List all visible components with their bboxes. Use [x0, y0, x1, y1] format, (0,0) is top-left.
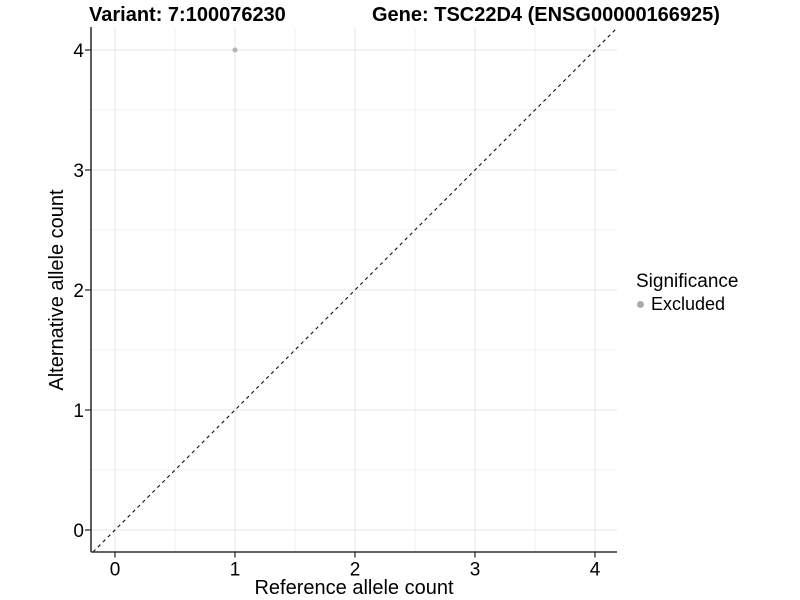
data-point [232, 47, 238, 53]
y-axis-title: Alternative allele count [46, 189, 68, 391]
y-tick-label: 3 [73, 161, 84, 182]
y-tick-label: 4 [73, 41, 84, 62]
excluded-swatch-icon [637, 300, 644, 308]
legend-title: Significance [636, 271, 739, 292]
x-axis-title: Reference allele count [254, 577, 454, 599]
gene-title: Gene: TSC22D4 (ENSG00000166925) [372, 4, 720, 26]
y-tick-label: 0 [73, 521, 84, 542]
x-tick-label: 2 [350, 560, 361, 581]
identity-line [92, 27, 618, 553]
x-tick-label: 3 [470, 560, 481, 581]
legend-item-excluded: Excluded [636, 294, 738, 314]
x-tick-label: 1 [230, 560, 241, 581]
y-tick-label: 2 [73, 281, 84, 302]
legend-item-label: Excluded [651, 294, 726, 314]
y-tick-label: 1 [73, 401, 84, 422]
variant-title: Variant: 7:100076230 [89, 4, 286, 26]
x-tick-label: 0 [110, 560, 121, 581]
x-tick-label: 4 [590, 560, 601, 581]
legend: Significance Excluded [636, 271, 739, 315]
